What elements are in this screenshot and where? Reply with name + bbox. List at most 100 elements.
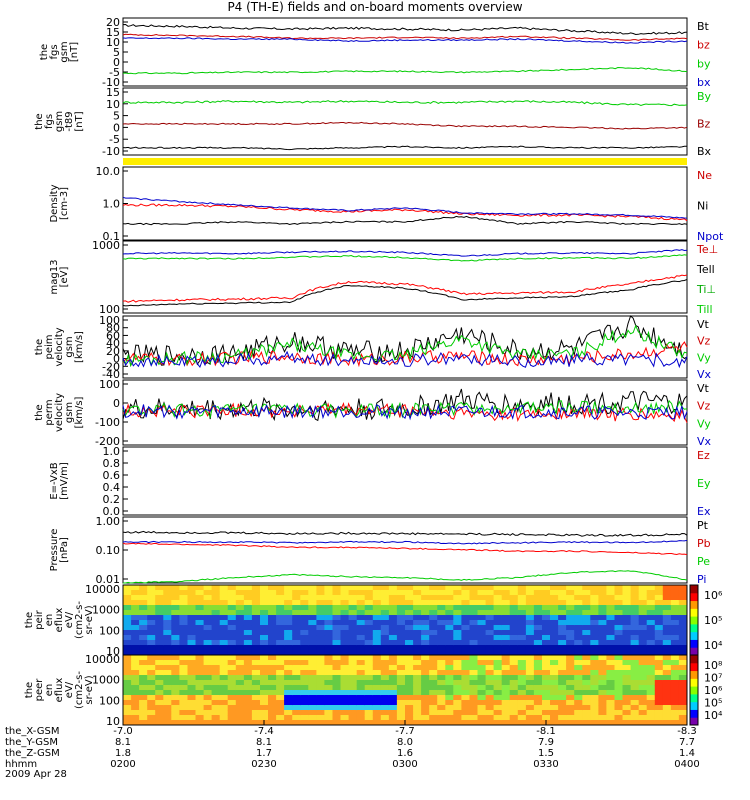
heatmap-cell — [638, 625, 648, 631]
heatmap-cell — [356, 695, 366, 701]
heatmap-cell — [654, 675, 664, 681]
heatmap-cell — [332, 605, 342, 611]
heatmap-cell — [388, 615, 398, 621]
legend-e-vxb-2: Ex — [697, 505, 711, 518]
heatmap-cell — [340, 675, 350, 681]
heatmap-cell — [243, 610, 253, 616]
heatmap-cell — [437, 585, 446, 591]
heatmap-cell — [324, 680, 333, 686]
heatmap-cell — [550, 695, 559, 701]
heatmap-cell — [284, 690, 293, 696]
ylabel-fgs-gsm-t89-2: gsm — [54, 111, 65, 132]
heatmap-cell — [590, 695, 599, 701]
heatmap-cell — [195, 585, 205, 591]
heatmap-cell — [131, 590, 140, 596]
heatmap-cell — [606, 695, 615, 701]
heatmap-cell — [574, 695, 583, 701]
heatmap-cell — [187, 585, 197, 591]
heatmap-cell — [340, 700, 350, 706]
heatmap-cell — [582, 660, 591, 666]
heatmap-cell — [662, 585, 672, 591]
heatmap-cell — [477, 685, 487, 691]
heatmap-cell — [388, 715, 398, 721]
heatmap-cell — [542, 685, 551, 691]
heatmap-cell — [437, 690, 446, 696]
heatmap-cell — [533, 710, 543, 716]
heatmap-cell — [300, 675, 309, 681]
heatmap-cell — [614, 675, 624, 681]
heatmap-cell — [171, 675, 180, 681]
heatmap-cell — [268, 695, 277, 701]
heatmap-cell — [525, 605, 535, 611]
heatmap-cell — [413, 685, 422, 691]
heatmap-cell — [646, 670, 656, 676]
heatmap-cell — [542, 615, 551, 621]
heatmap-cell — [163, 710, 172, 716]
heatmap-cell — [187, 695, 197, 701]
heatmap-cell — [437, 720, 446, 726]
heatmap-cell — [308, 650, 317, 656]
heatmap-cell — [413, 600, 422, 606]
heatmap-cell — [171, 665, 180, 671]
series-line-density-Npot — [122, 196, 688, 219]
heatmap-cell — [147, 685, 156, 691]
heatmap-cell — [558, 640, 567, 646]
series-line-pressure-Pi — [122, 539, 688, 545]
ylabel-peim-velocity-gsm-1: peim — [44, 334, 55, 359]
heatmap-cell — [372, 595, 382, 601]
heatmap-cell — [477, 650, 487, 656]
heatmap-cell — [388, 665, 398, 671]
heatmap-cell — [268, 635, 277, 641]
heatmap-cell — [525, 700, 535, 706]
heatmap-cell — [413, 695, 422, 701]
heatmap-cell — [219, 670, 229, 676]
heatmap-cell — [147, 690, 156, 696]
heatmap-cell — [155, 715, 164, 721]
ytick-density-1: 1.0 — [103, 198, 121, 211]
panel-frame-e-vxb — [122, 446, 688, 516]
heatmap-cell — [332, 700, 342, 706]
heatmap-cell — [517, 685, 527, 691]
heatmap-cell — [445, 685, 454, 691]
heatmap-cell — [654, 685, 664, 691]
ytick-fgs-gsm-0: 20 — [106, 16, 120, 29]
heatmap-cell — [517, 605, 527, 611]
heatmap-cell — [179, 655, 188, 661]
heatmap-cell — [501, 690, 511, 696]
heatmap-cell — [533, 665, 543, 671]
heatmap-cell — [485, 625, 495, 631]
heatmap-cell — [590, 615, 599, 621]
ytick-peir-en-eflux-1: 1000 — [92, 604, 120, 617]
heatmap-cell — [421, 680, 430, 686]
heatmap-cell — [139, 715, 148, 721]
heatmap-cell — [211, 620, 221, 626]
heatmap-cell — [477, 700, 487, 706]
heatmap-cell — [469, 595, 479, 601]
heatmap-cell — [566, 685, 575, 691]
heatmap-cell — [219, 610, 229, 616]
heatmap-cell — [219, 655, 229, 661]
heatmap-cell — [646, 695, 656, 701]
heatmap-cell — [340, 690, 350, 696]
heatmap-cell — [582, 690, 591, 696]
heatmap-cell — [380, 620, 390, 626]
heatmap-cell — [187, 635, 197, 641]
heatmap-cell — [356, 615, 366, 621]
heatmap-cell — [678, 600, 688, 606]
heatmap-cell — [542, 600, 551, 606]
heatmap-cell — [147, 585, 156, 591]
heatmap-cell — [558, 700, 567, 706]
heatmap-cell — [590, 680, 599, 686]
heatmap-cell — [260, 660, 269, 666]
heatmap-cell — [646, 680, 656, 686]
heatmap-cell — [139, 670, 148, 676]
heatmap-cell — [574, 640, 583, 646]
heatmap-cell — [388, 595, 398, 601]
heatmap-cell — [582, 600, 591, 606]
heatmap-cell — [372, 585, 382, 591]
heatmap-cell — [316, 705, 325, 711]
heatmap-cell — [300, 625, 309, 631]
heatmap-cell — [542, 645, 551, 651]
heatmap-cell — [372, 705, 382, 711]
heatmap-cell — [179, 610, 188, 616]
